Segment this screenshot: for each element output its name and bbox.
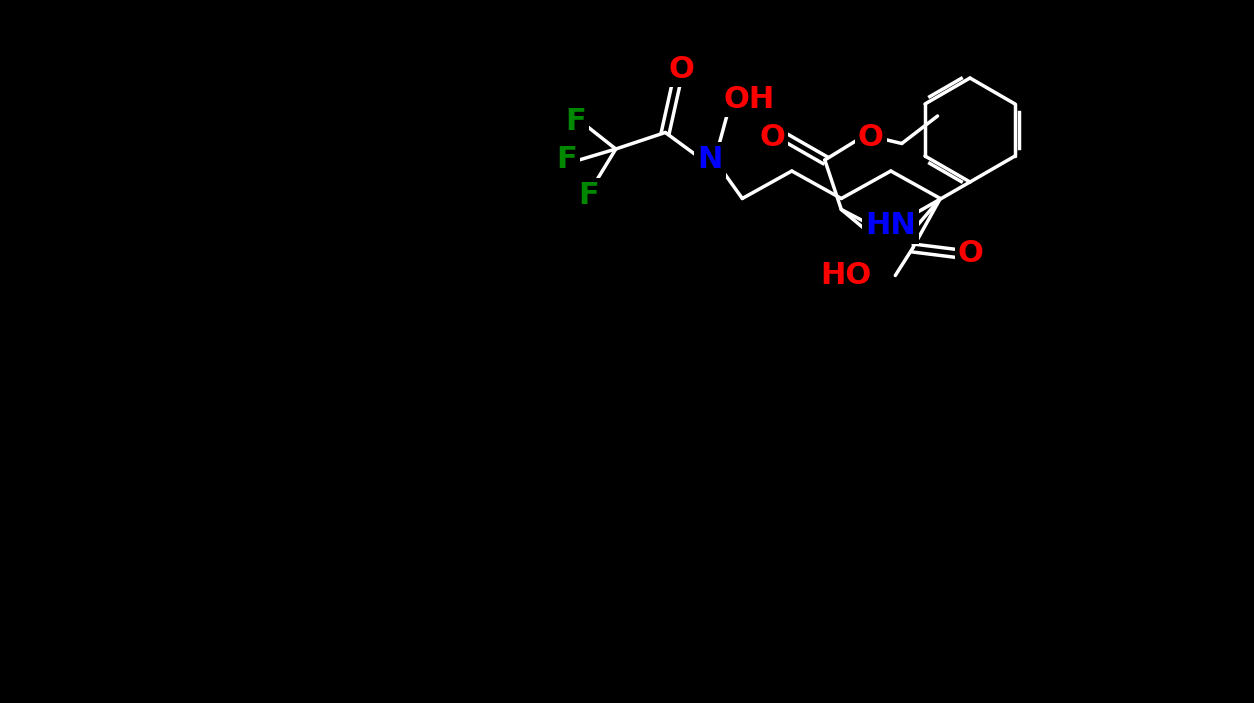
Text: O: O (958, 239, 983, 268)
Text: F: F (557, 146, 577, 174)
Text: HN: HN (865, 212, 917, 240)
Text: O: O (760, 124, 785, 153)
Text: OH: OH (724, 85, 775, 114)
Text: F: F (578, 181, 598, 210)
Text: HO: HO (820, 261, 872, 290)
Text: O: O (858, 124, 884, 153)
Text: F: F (564, 107, 586, 136)
Text: O: O (668, 55, 695, 84)
Text: N: N (697, 146, 722, 174)
